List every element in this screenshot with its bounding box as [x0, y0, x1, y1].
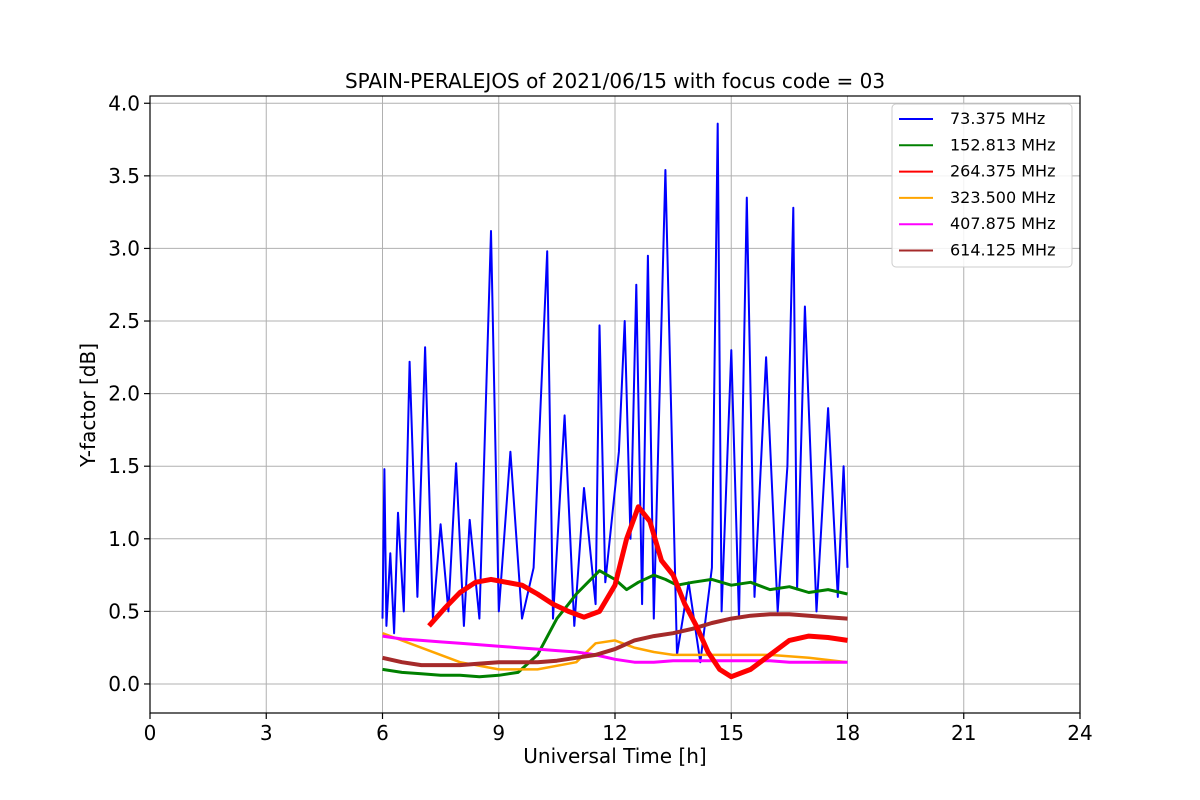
- y-tick-label: 1.0: [108, 527, 140, 551]
- x-tick-label: 0: [144, 721, 157, 745]
- legend-label: 614.125 MHz: [950, 241, 1055, 260]
- tick-layer: 0 3 6 9 12 15 18 21 24 0.0 0.5 1.0 1.5 2.0 2.5 3.0 3.5 4.…: [108, 91, 1093, 745]
- series-line-3: [382, 632, 848, 671]
- y-tick-label: 1.5: [108, 454, 140, 478]
- grid-layer: [149, 96, 1081, 713]
- y-tick-label: 0.0: [108, 672, 140, 696]
- y-axis-label: Y-factor [dB]: [76, 343, 100, 468]
- y-tick-label: 3.0: [108, 236, 140, 260]
- series-layer: [381, 122, 849, 680]
- x-tick-label: 3: [260, 721, 273, 745]
- legend-label: 264.375 MHz: [950, 162, 1055, 181]
- x-axis-label: Universal Time [h]: [523, 744, 706, 768]
- legend-label: 73.375 MHz: [950, 109, 1045, 128]
- x-tick-label: 12: [602, 721, 627, 745]
- y-tick-label: 2.5: [108, 309, 140, 333]
- series-line-5: [382, 612, 848, 668]
- legend-items: 73.375 MHz 152.813 MHz 264.375 MHz 323.500 …: [899, 109, 1055, 260]
- legend-box: [891, 103, 1073, 268]
- series-line-0: [381, 122, 849, 664]
- x-tick-label: 15: [719, 721, 744, 745]
- legend-label: 152.813 MHz: [950, 135, 1055, 154]
- y-tick-label: 3.5: [108, 164, 140, 188]
- x-tick-label: 9: [492, 721, 505, 745]
- legend-label: 323.500 MHz: [950, 188, 1055, 207]
- series-line-2: [427, 504, 848, 680]
- x-tick-label: 24: [1067, 721, 1092, 745]
- chart-title: SPAIN-PERALEJOS of 2021/06/15 with focus…: [345, 69, 885, 93]
- y-tick-label: 0.5: [108, 599, 140, 623]
- legend: 73.375 MHz 152.813 MHz 264.375 MHz 323.500 …: [891, 103, 1073, 268]
- legend-label: 407.875 MHz: [950, 214, 1055, 233]
- y-tick-label: 2.0: [108, 382, 140, 406]
- x-tick-label: 18: [835, 721, 860, 745]
- series-line-4: [382, 634, 848, 664]
- x-tick-label: 6: [376, 721, 389, 745]
- x-tick-label: 21: [951, 721, 976, 745]
- y-tick-label: 4.0: [108, 91, 140, 115]
